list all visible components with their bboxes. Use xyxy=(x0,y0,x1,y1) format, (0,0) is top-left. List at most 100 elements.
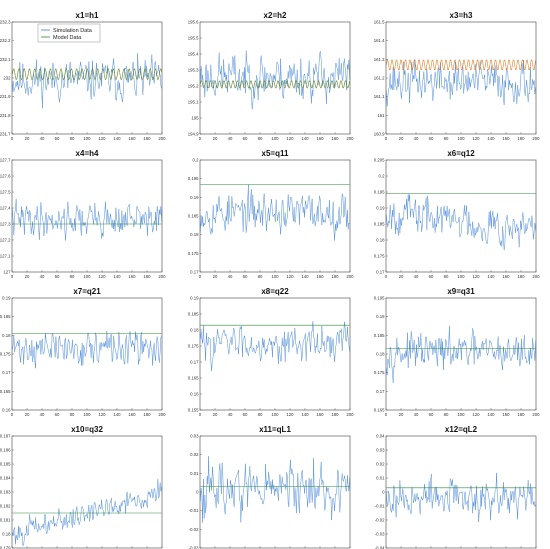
x-tick-label: 160 xyxy=(316,412,324,417)
x-tick-label: 100 xyxy=(457,136,465,141)
y-tick-label: 127 xyxy=(3,270,11,275)
y-tick-label: 0.2 xyxy=(193,158,200,163)
y-tick-label: 195.1 xyxy=(188,100,199,105)
simulation-data-line xyxy=(12,199,162,241)
y-tick-label: 0.01 xyxy=(190,471,199,476)
x-tick-label: 140 xyxy=(113,136,121,141)
y-tick-label: 231.7 xyxy=(0,132,11,137)
y-tick-label: 0.175 xyxy=(0,352,11,357)
simulation-data-line xyxy=(386,194,536,251)
y-tick-label: 232.1 xyxy=(0,57,11,62)
x-tick-label: 60 xyxy=(243,136,248,141)
x-tick-label: 120 xyxy=(98,412,106,417)
subplot-x8-q22: x8=q22 0 20 40 60 80 100 120 140 160 180 200 0.155 0.… xyxy=(188,287,354,417)
x-tick-label: 80 xyxy=(444,274,449,279)
x-tick-label: 180 xyxy=(517,274,525,279)
x-tick-label: 40 xyxy=(414,136,419,141)
simulation-data-line xyxy=(386,472,536,523)
subplot-title: x12=qL2 xyxy=(445,425,478,434)
subplot-title: x2=h2 xyxy=(264,11,287,20)
subplot-x7-q21: x7=q21 0 20 40 60 80 100 120 140 160 180 200 0.16 0.1… xyxy=(0,287,166,417)
y-tick-label: 0.16 xyxy=(2,408,11,413)
y-tick-label: 0.195 xyxy=(188,176,199,181)
y-tick-label: 0.19 xyxy=(2,296,11,301)
y-tick-label: 0.17 xyxy=(190,360,199,365)
y-tick-label: 161.1 xyxy=(374,94,385,99)
x-tick-label: 140 xyxy=(301,412,309,417)
x-tick-label: 60 xyxy=(55,136,60,141)
y-tick-label: 0.175 xyxy=(188,344,199,349)
y-tick-label: 0.184 xyxy=(0,476,11,481)
x-tick-label: 80 xyxy=(258,274,263,279)
y-tick-label: 0.03 xyxy=(190,434,199,439)
plot-area xyxy=(385,21,537,135)
y-tick-label: 0.165 xyxy=(188,376,199,381)
subplot-title: x1=h1 xyxy=(76,11,99,20)
y-tick-label: 0.179 xyxy=(0,546,11,549)
y-tick-label: 0.18 xyxy=(376,238,385,243)
x-tick-label: 200 xyxy=(346,412,354,417)
x-tick-label: 160 xyxy=(128,136,136,141)
y-tick-label: 0.17 xyxy=(376,389,385,394)
y-tick-label: 0 xyxy=(196,490,199,495)
x-tick-label: 120 xyxy=(472,136,480,141)
y-tick-label: 161.4 xyxy=(374,38,385,43)
plot-area xyxy=(11,297,163,411)
y-tick-label: 0.165 xyxy=(0,389,11,394)
x-tick-label: 180 xyxy=(517,412,525,417)
y-tick-label: 0.18 xyxy=(2,532,11,537)
x-tick-label: 100 xyxy=(271,412,279,417)
y-tick-label: 0.185 xyxy=(188,312,199,317)
x-tick-label: 0 xyxy=(385,412,388,417)
y-tick-label: 0.186 xyxy=(0,448,11,453)
subplot-title: x8=q22 xyxy=(261,287,289,296)
x-tick-label: 20 xyxy=(399,136,404,141)
x-tick-label: 20 xyxy=(25,412,30,417)
subplot-x2-h2: x2=h2 0 20 40 60 80 100 120 140 160 180 200 194.9 195… xyxy=(188,11,354,141)
y-tick-label: 127.7 xyxy=(0,158,11,163)
x-tick-label: 0 xyxy=(199,136,202,141)
x-tick-label: 200 xyxy=(158,412,166,417)
x-tick-label: 80 xyxy=(444,136,449,141)
y-tick-label: 161 xyxy=(377,113,385,118)
y-tick-label: 0.03 xyxy=(376,448,385,453)
x-tick-label: 120 xyxy=(286,136,294,141)
y-tick-label: 0.183 xyxy=(0,490,11,495)
y-tick-label: 161.2 xyxy=(374,76,385,81)
x-tick-label: 100 xyxy=(457,412,465,417)
x-tick-label: 80 xyxy=(70,136,75,141)
model-data-line xyxy=(200,80,350,89)
y-tick-label: 0.16 xyxy=(190,392,199,397)
x-tick-label: 60 xyxy=(429,274,434,279)
y-tick-label: 127.6 xyxy=(0,174,11,179)
y-tick-label: 232 xyxy=(3,76,11,81)
x-tick-label: 180 xyxy=(331,136,339,141)
x-tick-label: 0 xyxy=(385,274,388,279)
subplot-title: x4=h4 xyxy=(76,149,99,158)
y-tick-label: 127.1 xyxy=(0,254,11,259)
subplot-x9-q31: x9=q31 0 20 40 60 80 100 120 140 160 180 200 0.165 0.… xyxy=(374,287,540,417)
y-tick-label: 0.195 xyxy=(374,296,385,301)
subplot-title: x6=q12 xyxy=(447,149,475,158)
y-tick-label: -0.04 xyxy=(375,546,385,549)
y-tick-label: 127.4 xyxy=(0,206,11,211)
x-tick-label: 160 xyxy=(502,412,510,417)
legend-label: Simulation Data xyxy=(53,28,93,34)
x-tick-label: 60 xyxy=(243,412,248,417)
subplot-x10-q32: x10=q320204060801001201401601802000.1790… xyxy=(0,425,163,549)
x-tick-label: 20 xyxy=(213,274,218,279)
y-tick-label: 0.17 xyxy=(376,270,385,275)
x-tick-label: 80 xyxy=(70,412,75,417)
x-tick-label: 0 xyxy=(199,274,202,279)
subplot-x11-ql1: x11=qL1020406080100120140160180200-0.03-… xyxy=(189,425,351,549)
y-tick-label: 127.3 xyxy=(0,222,11,227)
simulation-data-line xyxy=(386,59,536,107)
subplot-x6-q12: x6=q12 0 20 40 60 80 100 120 140 160 180 200 0.17 0.1… xyxy=(374,149,540,279)
subplot-title: x7=q21 xyxy=(73,287,101,296)
x-tick-label: 40 xyxy=(40,274,45,279)
plot-area xyxy=(11,435,163,549)
y-tick-label: 0.19 xyxy=(190,296,199,301)
x-tick-label: 40 xyxy=(228,274,233,279)
y-tick-label: 195 xyxy=(191,116,199,121)
simulation-data-line xyxy=(200,456,350,523)
